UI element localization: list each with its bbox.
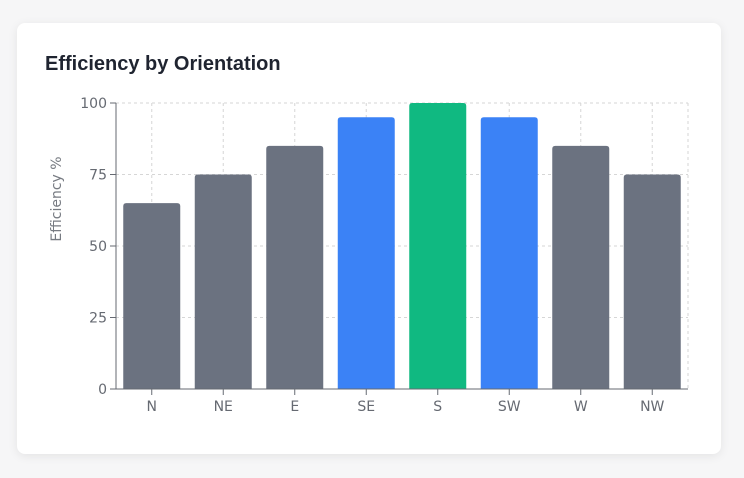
y-tick-label: 75 — [89, 168, 107, 184]
y-tick-label: 50 — [89, 239, 107, 255]
y-tick-label: 100 — [80, 96, 107, 112]
bar-layer — [123, 103, 681, 390]
bar-w[interactable] — [552, 145, 610, 389]
x-tick-label: SE — [357, 399, 375, 415]
x-tick-label: SW — [498, 399, 521, 415]
x-tick-label: NW — [640, 399, 664, 415]
chart-title: Efficiency by Orientation — [45, 53, 281, 75]
axis-layer — [110, 102, 688, 395]
y-axis-title: Efficiency % — [49, 156, 65, 241]
bar-e[interactable] — [266, 145, 324, 389]
x-tick-label: E — [290, 399, 299, 415]
bar-ne[interactable] — [194, 174, 252, 390]
x-tick-label: S — [433, 399, 442, 415]
x-tick-label: N — [147, 399, 157, 415]
y-tick-label: 25 — [89, 311, 107, 327]
bar-s[interactable] — [409, 103, 467, 389]
x-tick-label: W — [574, 399, 588, 415]
bar-se[interactable] — [337, 117, 395, 390]
label-layer: 0 25 50 75 100 N NE E SE S SW W NW — [80, 96, 664, 415]
y-tick-label: 0 — [98, 382, 107, 398]
bar-nw[interactable] — [623, 174, 681, 390]
bar-sw[interactable] — [480, 117, 538, 390]
x-tick-label: NE — [214, 399, 233, 415]
bar-n[interactable] — [123, 203, 181, 389]
